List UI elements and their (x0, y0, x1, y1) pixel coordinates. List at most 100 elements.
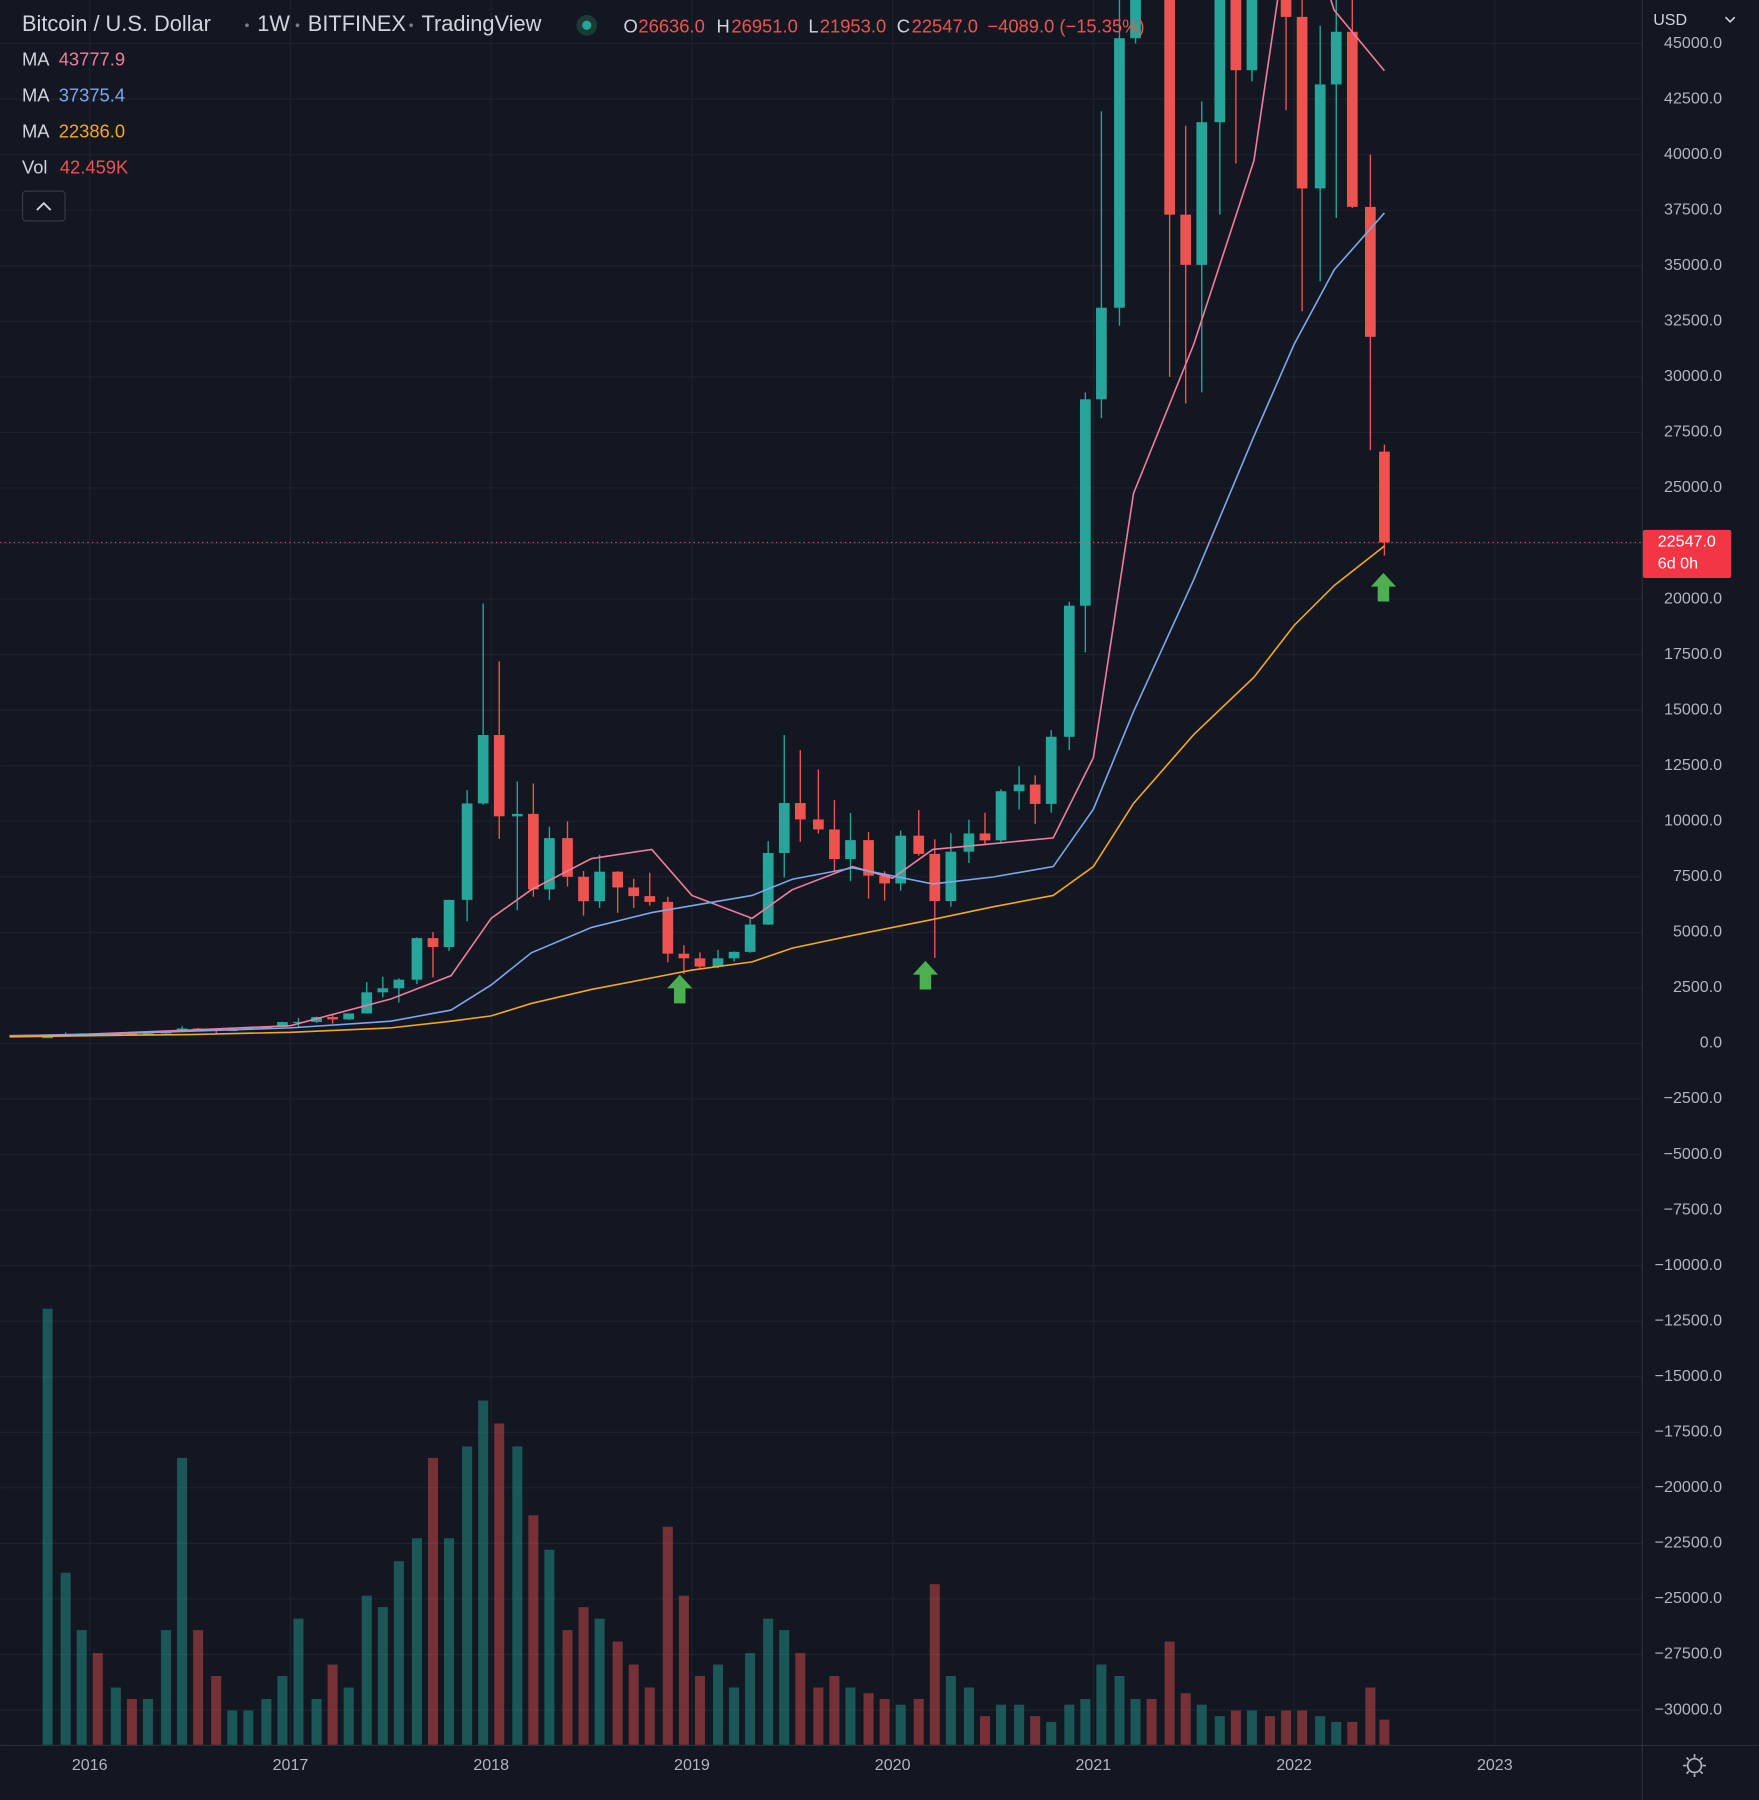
candle-body (794, 803, 806, 820)
volume-bar (1297, 1710, 1308, 1745)
candle-body (578, 876, 589, 902)
volume-bar (293, 1618, 304, 1745)
volume-bar (42, 1308, 53, 1745)
y-tick-label: 30000.0 (1664, 367, 1722, 385)
y-tick-label: 37500.0 (1664, 200, 1722, 218)
candle-body (427, 938, 439, 947)
candle-body (411, 938, 423, 980)
indicator-value: 37375.4 (59, 85, 125, 106)
volume-bar (578, 1607, 589, 1745)
y-tick-label: 40000.0 (1664, 145, 1722, 163)
candle-body (678, 953, 690, 959)
y-tick-label: −20000.0 (1655, 1478, 1723, 1496)
y-tick-label: −22500.0 (1655, 1534, 1723, 1552)
candle-body (628, 887, 640, 897)
volume-bar (644, 1687, 655, 1745)
ohlc-key: L (808, 15, 818, 36)
volume-bar (1030, 1716, 1041, 1745)
arrow-up (667, 974, 693, 1004)
volume-bar (1064, 1704, 1075, 1745)
source: TradingView (421, 11, 541, 36)
settings-icon[interactable] (1686, 1757, 1703, 1774)
collapse-button[interactable] (21, 190, 66, 222)
indicator-name: MA (22, 85, 50, 106)
volume-bar (1331, 1721, 1342, 1745)
y-tick-label: 17500.0 (1664, 645, 1722, 663)
volume-bar (1365, 1687, 1376, 1745)
volume-bar (1230, 1710, 1241, 1745)
volume-bar (662, 1526, 673, 1745)
ohlc-key: H (716, 15, 729, 36)
volume-bar (361, 1595, 372, 1745)
volume-bar (1264, 1716, 1276, 1745)
volume-bar (76, 1630, 87, 1745)
candle-body (393, 979, 405, 989)
volume-bar (612, 1641, 623, 1745)
currency-selector[interactable]: USD (1653, 11, 1736, 29)
volume-bar (512, 1446, 523, 1745)
candle-body (493, 735, 505, 817)
settings-button[interactable] (1683, 1754, 1707, 1778)
candle-body (662, 901, 674, 954)
candle-body (829, 829, 840, 860)
volume-bar (1315, 1716, 1326, 1745)
y-tick-label: −17500.0 (1655, 1423, 1723, 1441)
interval[interactable]: 1W (257, 11, 290, 36)
candle-body (126, 1033, 138, 1035)
candle-body (1164, 0, 1175, 215)
candle-body (979, 833, 991, 841)
volume-bar (813, 1687, 824, 1745)
volume-bar (411, 1538, 422, 1745)
x-tick-label: 2017 (273, 1756, 309, 1774)
volume-bar (795, 1653, 806, 1745)
volume-bar (1196, 1704, 1207, 1745)
volume-bar (1347, 1721, 1358, 1745)
y-tick-label: 20000.0 (1664, 589, 1722, 607)
volume-bar (343, 1687, 354, 1745)
candle-body (929, 853, 941, 902)
volume-bar (227, 1710, 238, 1745)
currency[interactable]: USD (1653, 11, 1687, 29)
market-status[interactable] (582, 20, 592, 30)
ohlc-key: O (624, 15, 638, 36)
grid (0, 0, 1642, 1745)
bar-countdown: 6d 0h (1658, 555, 1698, 573)
price-change: −4089.0 (−15.35%) (987, 15, 1144, 36)
indicator-value: 43777.9 (59, 49, 125, 70)
volume-bar (845, 1687, 856, 1745)
x-tick-label: 2018 (473, 1756, 509, 1774)
volume-bar (462, 1446, 473, 1745)
y-tick-label: −2500.0 (1664, 1089, 1723, 1107)
candle-body (1114, 38, 1125, 308)
collapse-box[interactable] (21, 190, 66, 222)
candle-body (562, 838, 573, 877)
x-tick-label: 2020 (875, 1756, 911, 1774)
volume-bar (1096, 1664, 1107, 1745)
volume-bar (1281, 1710, 1292, 1745)
candle-body (845, 840, 856, 860)
y-tick-label: −10000.0 (1655, 1256, 1723, 1274)
volume-bar (60, 1572, 71, 1745)
candle-body (142, 1033, 154, 1035)
candle-body (963, 833, 975, 852)
last-price-box (1642, 529, 1732, 579)
volume-bar (544, 1549, 555, 1745)
candle-body (1365, 206, 1376, 337)
candle-body (913, 835, 925, 854)
candle-body (327, 1016, 338, 1020)
volume-bar (1164, 1641, 1175, 1745)
candle-body (110, 1033, 122, 1036)
candle-body (863, 840, 874, 876)
candle-body (277, 1022, 288, 1027)
volume-bar (1180, 1693, 1191, 1745)
candle-body (612, 871, 624, 888)
x-tick-label: 2021 (1076, 1756, 1112, 1774)
candle-body (945, 851, 957, 902)
y-tick-label: 25000.0 (1664, 478, 1722, 496)
x-tick-label: 2019 (674, 1756, 710, 1774)
candle-body (361, 992, 373, 1014)
last-price-label: 22547.0 (1658, 533, 1716, 551)
symbol-header: Bitcoin / U.S. Dollar 1W BITFINEX Tradin… (22, 11, 1145, 36)
